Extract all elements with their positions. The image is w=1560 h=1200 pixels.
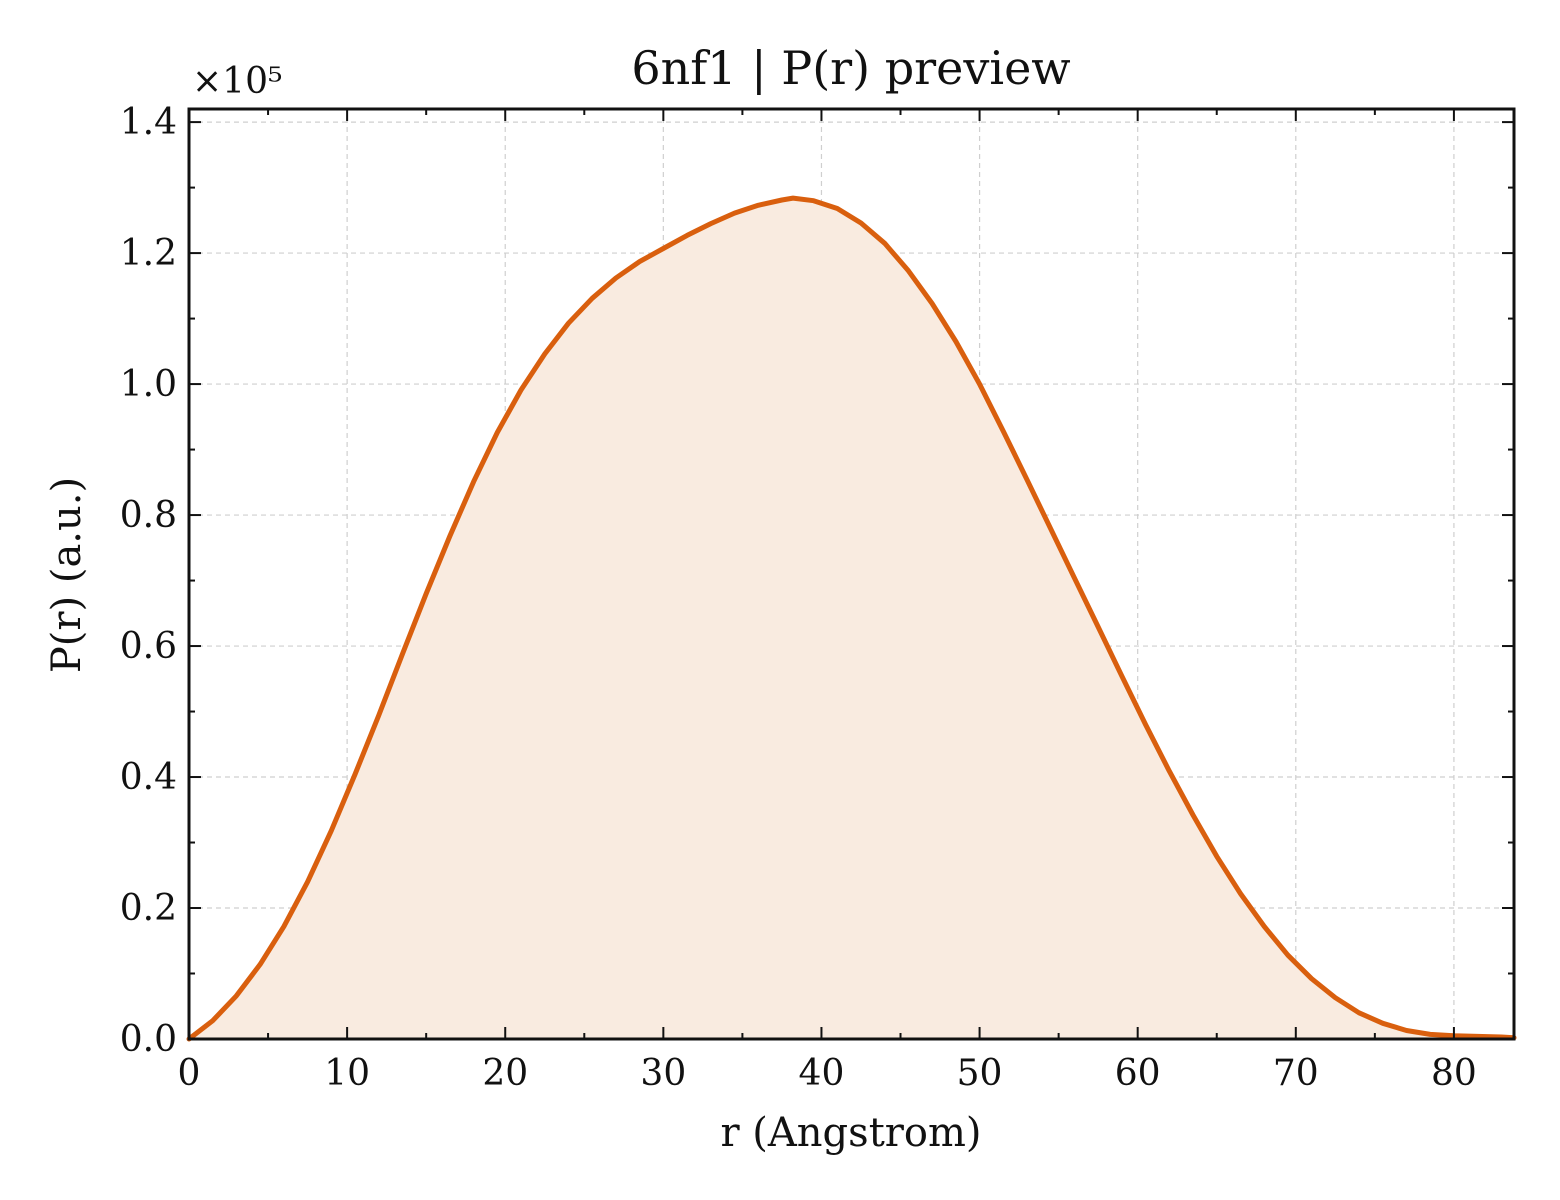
tick-layer: 0 10 20 30 40 50 60 70 80 0.0 0.2 0.4 0.6 0.8 1.0 1.2 1.… — [120, 102, 1514, 1094]
y-tick-label: 0.8 — [120, 495, 177, 536]
x-axis-label: r (Angstrom) — [720, 1110, 981, 1156]
chart-title: 6nf1 | P(r) preview — [631, 41, 1070, 95]
y-tick-label: 1.4 — [120, 102, 177, 143]
x-tick-label: 70 — [1273, 1053, 1319, 1094]
y-tick-label: 0.6 — [120, 626, 177, 667]
x-tick-label: 20 — [482, 1053, 528, 1094]
x-tick-label: 30 — [640, 1053, 686, 1094]
x-tick-label: 60 — [1115, 1053, 1161, 1094]
y-tick-label: 0.4 — [120, 757, 177, 798]
x-tick-label: 0 — [178, 1053, 201, 1094]
y-tick-label: 1.0 — [120, 364, 177, 405]
x-tick-label: 40 — [799, 1053, 845, 1094]
series-area-fill — [189, 198, 1514, 1040]
x-tick-label: 80 — [1431, 1053, 1477, 1094]
x-tick-label: 10 — [324, 1053, 370, 1094]
y-tick-label: 1.2 — [120, 233, 177, 274]
x-tick-label: 50 — [957, 1053, 1003, 1094]
data-layer — [186, 195, 1517, 1042]
series-line — [186, 195, 1517, 1042]
plot-frame — [187, 107, 1516, 1041]
y-axis-multiplier: ×10⁵ — [192, 61, 282, 102]
y-tick-label: 0.0 — [120, 1019, 177, 1060]
y-axis-label: P(r) (a.u.) — [44, 477, 90, 673]
y-tick-label: 0.2 — [120, 888, 177, 929]
